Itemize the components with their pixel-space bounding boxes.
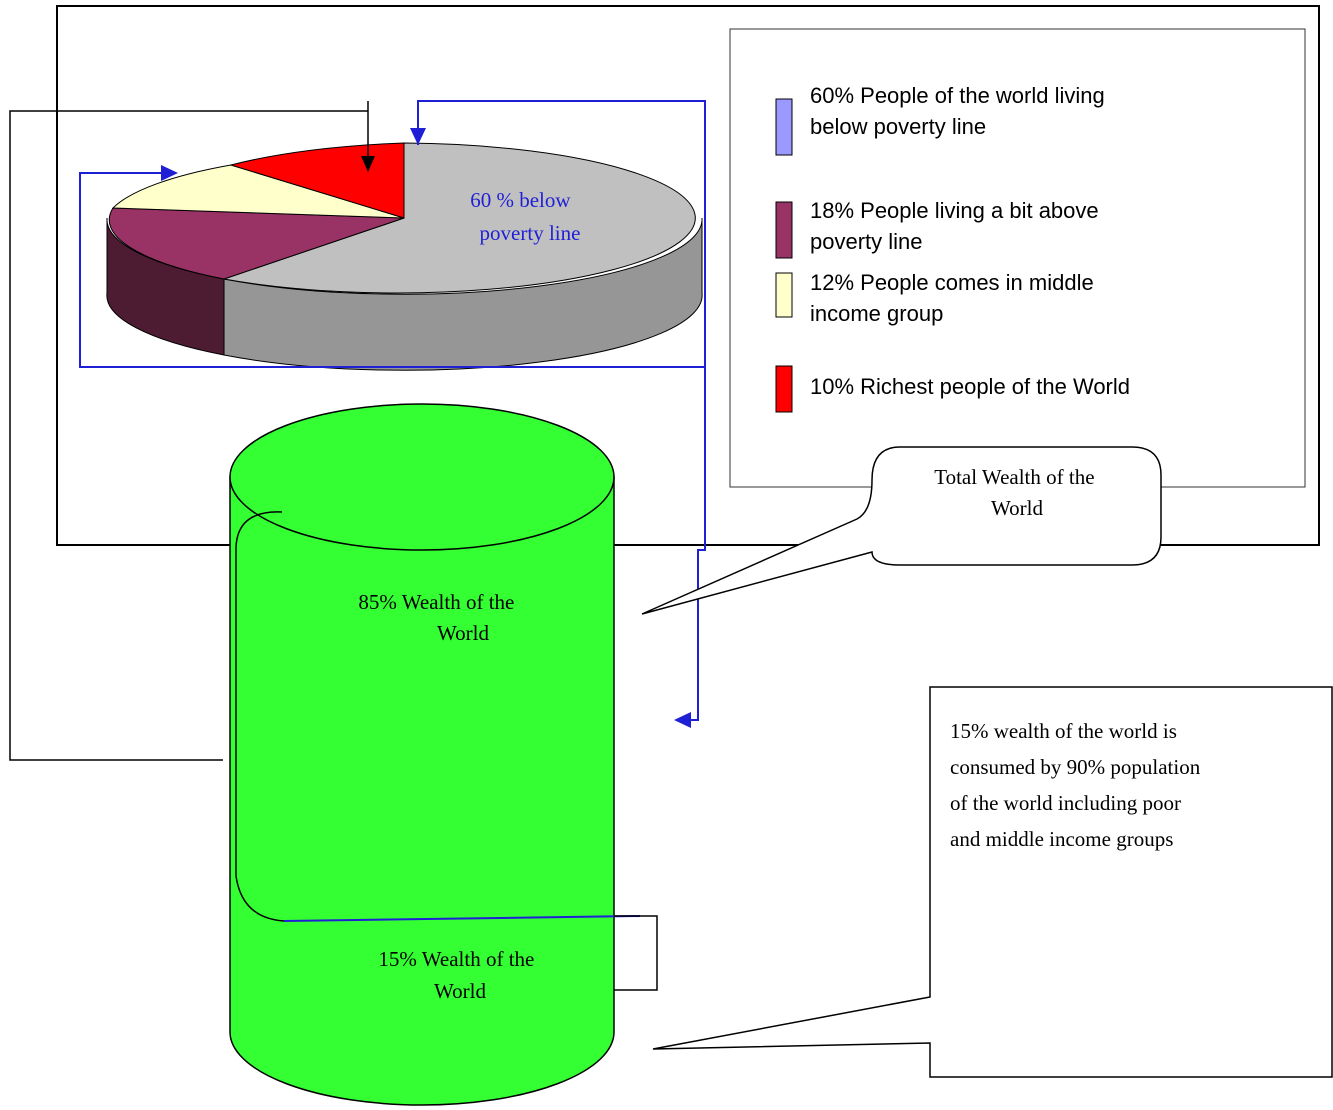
callout-total-wealth-text: Total Wealth of the World bbox=[934, 465, 1100, 520]
legend-label-richest: 10% Richest people of the World bbox=[810, 374, 1130, 399]
callout-note: 15% wealth of the world is consumed by 9… bbox=[652, 686, 1333, 1078]
legend-label-below-poverty: 60% People of the world living below pov… bbox=[810, 83, 1111, 139]
label-15-wealth: 15% Wealth of the World bbox=[378, 947, 539, 1003]
legend-swatch-richest bbox=[775, 365, 793, 413]
pie-side-below-poverty bbox=[223, 217, 703, 371]
callout-note-text: 15% wealth of the world is consumed by 9… bbox=[950, 719, 1205, 851]
chart-frame bbox=[56, 5, 1320, 546]
callout-total-wealth: Total Wealth of the World bbox=[641, 446, 1162, 615]
pie-slice-above-poverty bbox=[108, 207, 405, 280]
cylinder-bracket-15 bbox=[614, 915, 658, 991]
pie-side-above-poverty bbox=[106, 217, 225, 356]
pie-slice-middle-income bbox=[111, 164, 405, 219]
legend-label-middle-income: 12% People comes in middle income group bbox=[810, 270, 1100, 326]
legend-box bbox=[729, 28, 1306, 488]
richest-connector bbox=[9, 101, 375, 761]
poverty-bracket bbox=[79, 100, 706, 728]
legend-label-above-poverty: 18% People living a bit above poverty li… bbox=[810, 198, 1105, 254]
legend-swatch-middle-income bbox=[775, 272, 793, 318]
pie-slice-below-poverty bbox=[223, 142, 696, 294]
legend-swatch-above-poverty bbox=[775, 201, 793, 259]
cylinder-top bbox=[229, 403, 615, 551]
legend-swatch-below-poverty bbox=[775, 98, 793, 156]
legend: 60% People of the world living below pov… bbox=[729, 28, 1306, 488]
pie-slice-richest bbox=[229, 142, 405, 219]
wealth-cylinder: 85% Wealth of the World 15% Wealth of th… bbox=[229, 403, 658, 1106]
pie-chart: 60 % below poverty line bbox=[106, 142, 703, 371]
label-85-wealth: 85% Wealth of the World bbox=[358, 590, 519, 645]
pie-label: 60 % below poverty line bbox=[470, 188, 580, 245]
cylinder-bracket-85 bbox=[235, 511, 285, 922]
cylinder-divider bbox=[283, 915, 641, 922]
cylinder-body bbox=[229, 476, 615, 1106]
